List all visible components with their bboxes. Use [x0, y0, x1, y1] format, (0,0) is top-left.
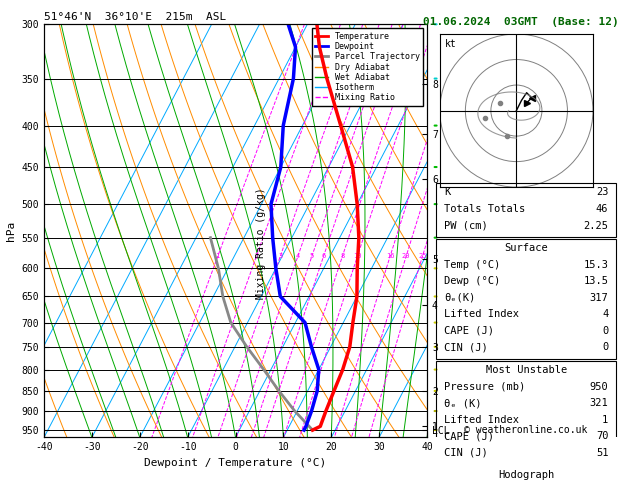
Text: 3: 3 [278, 253, 282, 260]
Text: Totals Totals: Totals Totals [444, 204, 525, 214]
Text: 2.25: 2.25 [583, 221, 608, 230]
Text: 0: 0 [602, 342, 608, 352]
Text: kt: kt [445, 38, 456, 49]
Text: CIN (J): CIN (J) [444, 342, 487, 352]
Text: Lifted Index: Lifted Index [444, 310, 519, 319]
Bar [437, 467, 616, 486]
Text: CIN (J): CIN (J) [444, 448, 487, 458]
Text: 10: 10 [353, 253, 362, 260]
Text: 23: 23 [596, 188, 608, 197]
Text: 1: 1 [216, 253, 220, 260]
Text: 46: 46 [596, 204, 608, 214]
Text: 13.5: 13.5 [583, 276, 608, 286]
Text: CAPE (J): CAPE (J) [444, 431, 494, 441]
Text: K: K [444, 188, 450, 197]
Text: 15.3: 15.3 [583, 260, 608, 270]
Text: 1: 1 [602, 415, 608, 425]
Text: 321: 321 [589, 398, 608, 408]
Text: 51: 51 [596, 448, 608, 458]
Legend: Temperature, Dewpoint, Parcel Trajectory, Dry Adiabat, Wet Adiabat, Isotherm, Mi: Temperature, Dewpoint, Parcel Trajectory… [312, 29, 423, 105]
Text: 5: 5 [309, 253, 314, 260]
X-axis label: Dewpoint / Temperature (°C): Dewpoint / Temperature (°C) [145, 458, 326, 468]
Text: 51°46'N  36°10'E  215m  ASL: 51°46'N 36°10'E 215m ASL [44, 12, 226, 22]
Text: 16: 16 [386, 253, 394, 260]
Text: 20: 20 [402, 253, 410, 260]
Text: Surface: Surface [504, 243, 548, 253]
Text: 317: 317 [589, 293, 608, 303]
Text: Lifted Index: Lifted Index [444, 415, 519, 425]
Text: 8: 8 [340, 253, 345, 260]
Text: 2: 2 [254, 253, 259, 260]
Bar [437, 183, 616, 237]
Text: © weatheronline.co.uk: © weatheronline.co.uk [464, 425, 588, 435]
Text: Mixing Ratio (g/kg): Mixing Ratio (g/kg) [256, 187, 266, 299]
Text: Temp (°C): Temp (°C) [444, 260, 500, 270]
Text: Dewp (°C): Dewp (°C) [444, 276, 500, 286]
Text: 950: 950 [589, 382, 608, 392]
Text: 4: 4 [602, 310, 608, 319]
Text: Hodograph: Hodograph [498, 470, 554, 481]
Text: 4: 4 [296, 253, 300, 260]
Text: 25: 25 [418, 253, 426, 260]
Text: θₑ(K): θₑ(K) [444, 293, 475, 303]
Text: PW (cm): PW (cm) [444, 221, 487, 230]
Text: 6: 6 [321, 253, 326, 260]
Text: θₑ (K): θₑ (K) [444, 398, 481, 408]
Text: 01.06.2024  03GMT  (Base: 12): 01.06.2024 03GMT (Base: 12) [423, 17, 618, 27]
Text: Most Unstable: Most Unstable [486, 365, 567, 375]
Y-axis label: hPa: hPa [6, 221, 16, 241]
Text: Pressure (mb): Pressure (mb) [444, 382, 525, 392]
Text: 70: 70 [596, 431, 608, 441]
Text: CAPE (J): CAPE (J) [444, 326, 494, 336]
Bar [437, 361, 616, 464]
Text: 0: 0 [602, 326, 608, 336]
Bar [437, 239, 616, 359]
